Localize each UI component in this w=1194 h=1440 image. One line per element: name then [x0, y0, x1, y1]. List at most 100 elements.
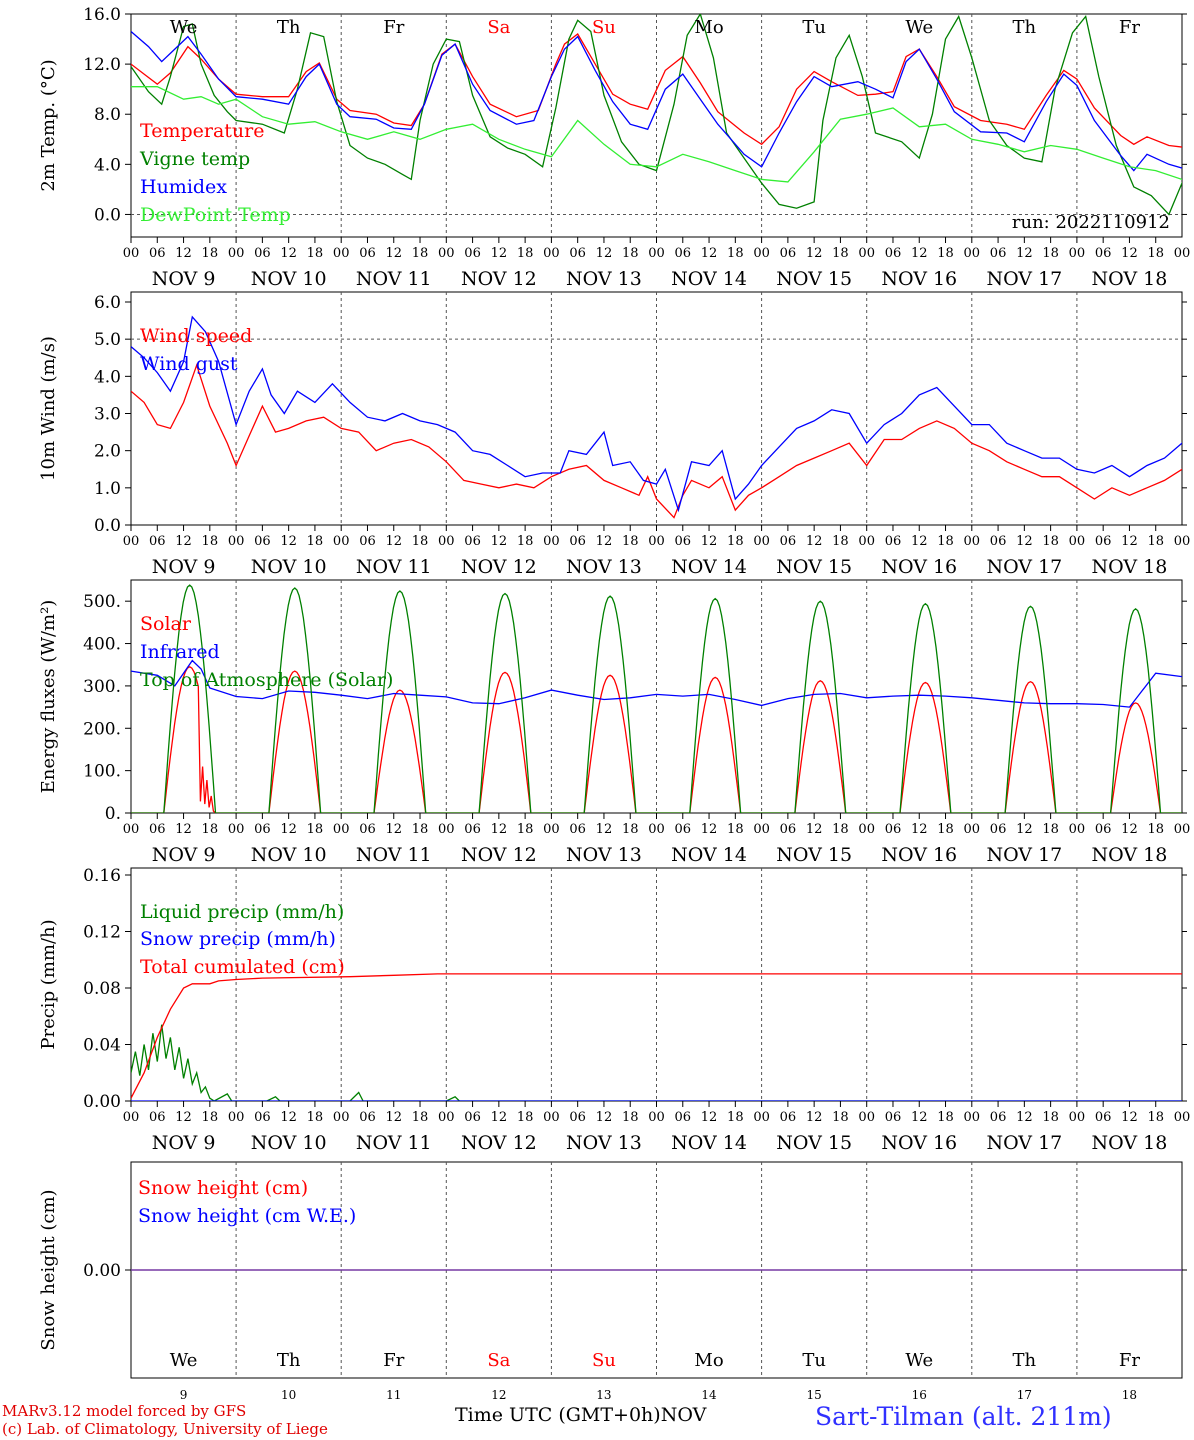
date-label: NOV 16: [881, 844, 957, 866]
x-tick-label: 12: [1121, 822, 1138, 837]
day-number-label: 14: [701, 1388, 717, 1402]
x-tick-label: 06: [1095, 534, 1112, 549]
x-tick-label: 12: [491, 1110, 508, 1125]
legend-entry: Temperature: [140, 120, 264, 142]
x-tick-label: 06: [464, 246, 481, 261]
date-label: NOV 15: [776, 844, 852, 866]
x-tick-label: 12: [1121, 246, 1138, 261]
weekday-label: Fr: [1119, 1350, 1140, 1371]
x-tick-label: 12: [385, 534, 402, 549]
legend-entry: Top of Atmosphere (Solar): [140, 669, 393, 691]
x-tick-label: 00: [858, 822, 875, 837]
x-tick-label: 06: [569, 822, 586, 837]
x-tick-label: 06: [569, 246, 586, 261]
x-tick-label: 12: [596, 1110, 613, 1125]
date-label: NOV 9: [152, 556, 216, 578]
x-tick-label: 18: [307, 822, 324, 837]
x-tick-label: 18: [832, 534, 849, 549]
date-label: NOV 16: [881, 1132, 957, 1154]
x-tick-label: 12: [806, 534, 823, 549]
x-tick-label: 06: [254, 246, 271, 261]
y-tick-label: 500.: [83, 592, 121, 612]
date-label: NOV 14: [671, 268, 747, 290]
x-tick-label: 00: [648, 1110, 665, 1125]
legend-entry: DewPoint Temp: [140, 204, 291, 226]
y-axis-label: Precip (mm/h): [38, 919, 59, 1049]
x-tick-label: 00: [228, 246, 245, 261]
y-axis-label: 10m Wind (m/s): [38, 336, 59, 481]
x-tick-label: 06: [569, 1110, 586, 1125]
series-line: [131, 1024, 1182, 1101]
legend-entry: Snow height (cm): [138, 1177, 308, 1199]
date-label: NOV 13: [566, 268, 642, 290]
x-tick-label: 00: [753, 534, 770, 549]
y-tick-label: 3.0: [94, 405, 121, 425]
x-tick-label: 06: [464, 822, 481, 837]
x-tick-label: 06: [990, 1110, 1007, 1125]
y-tick-label: 2.0: [94, 442, 121, 462]
x-tick-label: 18: [1042, 246, 1059, 261]
date-label: NOV 10: [251, 844, 327, 866]
x-tick-label: 06: [1095, 246, 1112, 261]
day-number-label: 11: [386, 1388, 401, 1402]
x-tick-label: 00: [648, 822, 665, 837]
x-tick-label: 00: [648, 534, 665, 549]
date-label: NOV 15: [776, 556, 852, 578]
y-tick-label: 12.0: [83, 55, 121, 75]
x-tick-label: 12: [1016, 822, 1033, 837]
y-tick-label: 6.0: [94, 293, 121, 313]
weekday-label: Fr: [383, 1350, 404, 1371]
series-line: [131, 31, 1182, 172]
x-tick-label: 00: [123, 246, 140, 261]
x-tick-label: 06: [1095, 1110, 1112, 1125]
x-tick-label: 18: [622, 246, 639, 261]
x-tick-label: 18: [412, 1110, 429, 1125]
x-tick-label: 18: [727, 534, 744, 549]
date-label: NOV 9: [152, 844, 216, 866]
x-tick-label: 06: [359, 246, 376, 261]
x-tick-label: 18: [517, 534, 534, 549]
weekday-label: We: [905, 17, 933, 38]
weekday-label: We: [170, 1350, 198, 1371]
legend-entry: Wind speed: [140, 325, 252, 347]
date-label: NOV 11: [356, 1132, 432, 1154]
day-number-label: 16: [912, 1388, 927, 1402]
x-tick-label: 12: [701, 534, 718, 549]
x-tick-label: 00: [964, 1110, 981, 1125]
x-tick-label: 18: [937, 1110, 954, 1125]
x-tick-label: 12: [385, 246, 402, 261]
weekday-label: Th: [277, 17, 301, 38]
x-tick-label: 12: [911, 246, 928, 261]
lab-credit: (c) Lab. of Climatology, University of L…: [2, 1420, 328, 1438]
y-tick-label: 8.0: [94, 105, 121, 125]
x-tick-label: 18: [517, 1110, 534, 1125]
x-tick-label: 00: [333, 822, 350, 837]
x-tick-label: 00: [964, 534, 981, 549]
date-label: NOV 12: [461, 844, 537, 866]
x-tick-label: 00: [858, 534, 875, 549]
x-tick-label: 00: [333, 534, 350, 549]
x-tick-label: 00: [648, 246, 665, 261]
y-tick-label: 100.: [83, 762, 121, 782]
date-label: NOV 12: [461, 556, 537, 578]
date-label: NOV 17: [986, 1132, 1062, 1154]
y-axis-label: 2m Temp. (°C): [38, 59, 59, 191]
legend-entry: Snow height (cm W.E.): [138, 1205, 356, 1227]
x-tick-label: 18: [412, 822, 429, 837]
x-tick-label: 18: [937, 534, 954, 549]
x-tick-label: 18: [307, 534, 324, 549]
x-tick-label: 00: [1069, 1110, 1086, 1125]
weekday-label: Tu: [802, 17, 826, 38]
x-tick-label: 12: [911, 822, 928, 837]
x-tick-label: 12: [385, 1110, 402, 1125]
series-line: [131, 659, 1182, 708]
x-tick-label: 00: [543, 822, 560, 837]
x-tick-label: 00: [228, 1110, 245, 1125]
x-tick-label: 00: [858, 246, 875, 261]
date-label: NOV 16: [881, 556, 957, 578]
date-label: NOV 15: [776, 268, 852, 290]
day-number-label: 17: [1017, 1388, 1032, 1402]
panel-3: 0. 100. 200. 300. 400. 500. Energy fluxes (W/m…: [38, 579, 1190, 866]
series-line: [131, 666, 1182, 813]
